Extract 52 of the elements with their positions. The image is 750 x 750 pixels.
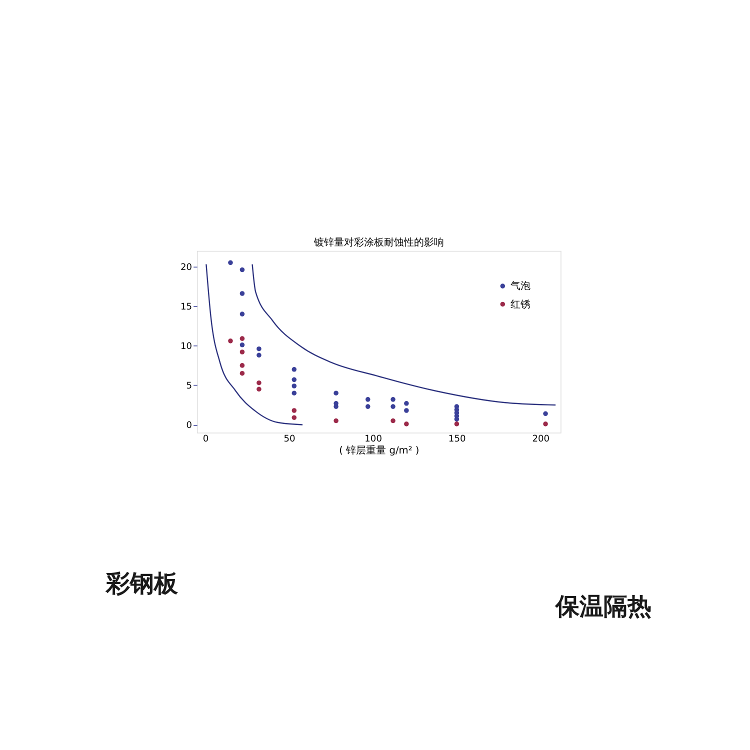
point bbox=[366, 404, 370, 409]
point bbox=[240, 350, 245, 354]
point bbox=[292, 377, 297, 382]
line-series bbox=[206, 264, 304, 426]
x-tick-label: 150 bbox=[448, 434, 466, 444]
text: 彩钢板 bbox=[105, 568, 180, 598]
point bbox=[240, 267, 245, 272]
legend-label: 气泡 bbox=[510, 280, 531, 292]
point bbox=[334, 418, 338, 424]
point bbox=[240, 291, 245, 296]
chart-title: 镀锌量对彩涂板耐蚀性的影响 bbox=[312, 236, 444, 249]
point bbox=[256, 386, 262, 392]
point bbox=[292, 408, 297, 413]
point bbox=[543, 422, 548, 426]
point bbox=[292, 384, 297, 388]
point bbox=[228, 260, 233, 266]
y-tick-label: 15 bbox=[180, 302, 192, 313]
point bbox=[334, 390, 338, 396]
point bbox=[404, 400, 409, 406]
point bbox=[334, 404, 338, 409]
y-tick-label: 10 bbox=[180, 342, 192, 352]
point bbox=[292, 390, 297, 396]
point bbox=[404, 408, 409, 413]
x-axis-title: ( 锌层重量 g/m² ) bbox=[339, 444, 420, 456]
point bbox=[292, 415, 297, 420]
x-tick-label: 50 bbox=[284, 434, 296, 444]
x-tick-label: 200 bbox=[532, 434, 550, 444]
x-tick-label: 100 bbox=[364, 434, 382, 444]
line-series bbox=[252, 264, 556, 406]
point bbox=[256, 380, 262, 386]
point bbox=[404, 422, 409, 426]
point bbox=[292, 367, 297, 372]
point bbox=[543, 411, 548, 416]
point bbox=[228, 338, 233, 344]
point bbox=[240, 312, 245, 316]
point bbox=[240, 336, 245, 341]
point bbox=[240, 363, 245, 368]
text: 保温隔热 bbox=[554, 591, 652, 620]
point bbox=[256, 346, 262, 352]
legend-label: 红锈 bbox=[510, 298, 531, 310]
point bbox=[240, 342, 245, 348]
point bbox=[390, 418, 396, 424]
point bbox=[390, 397, 396, 402]
point bbox=[240, 370, 245, 376]
point bbox=[256, 352, 262, 358]
point bbox=[366, 397, 370, 402]
point bbox=[454, 422, 460, 426]
y-tick-label: 0 bbox=[186, 421, 192, 432]
x-tick-label: 0 bbox=[202, 434, 209, 444]
y-tick-label: 5 bbox=[186, 382, 192, 392]
y-tick-label: 20 bbox=[180, 263, 192, 274]
point bbox=[390, 404, 396, 409]
